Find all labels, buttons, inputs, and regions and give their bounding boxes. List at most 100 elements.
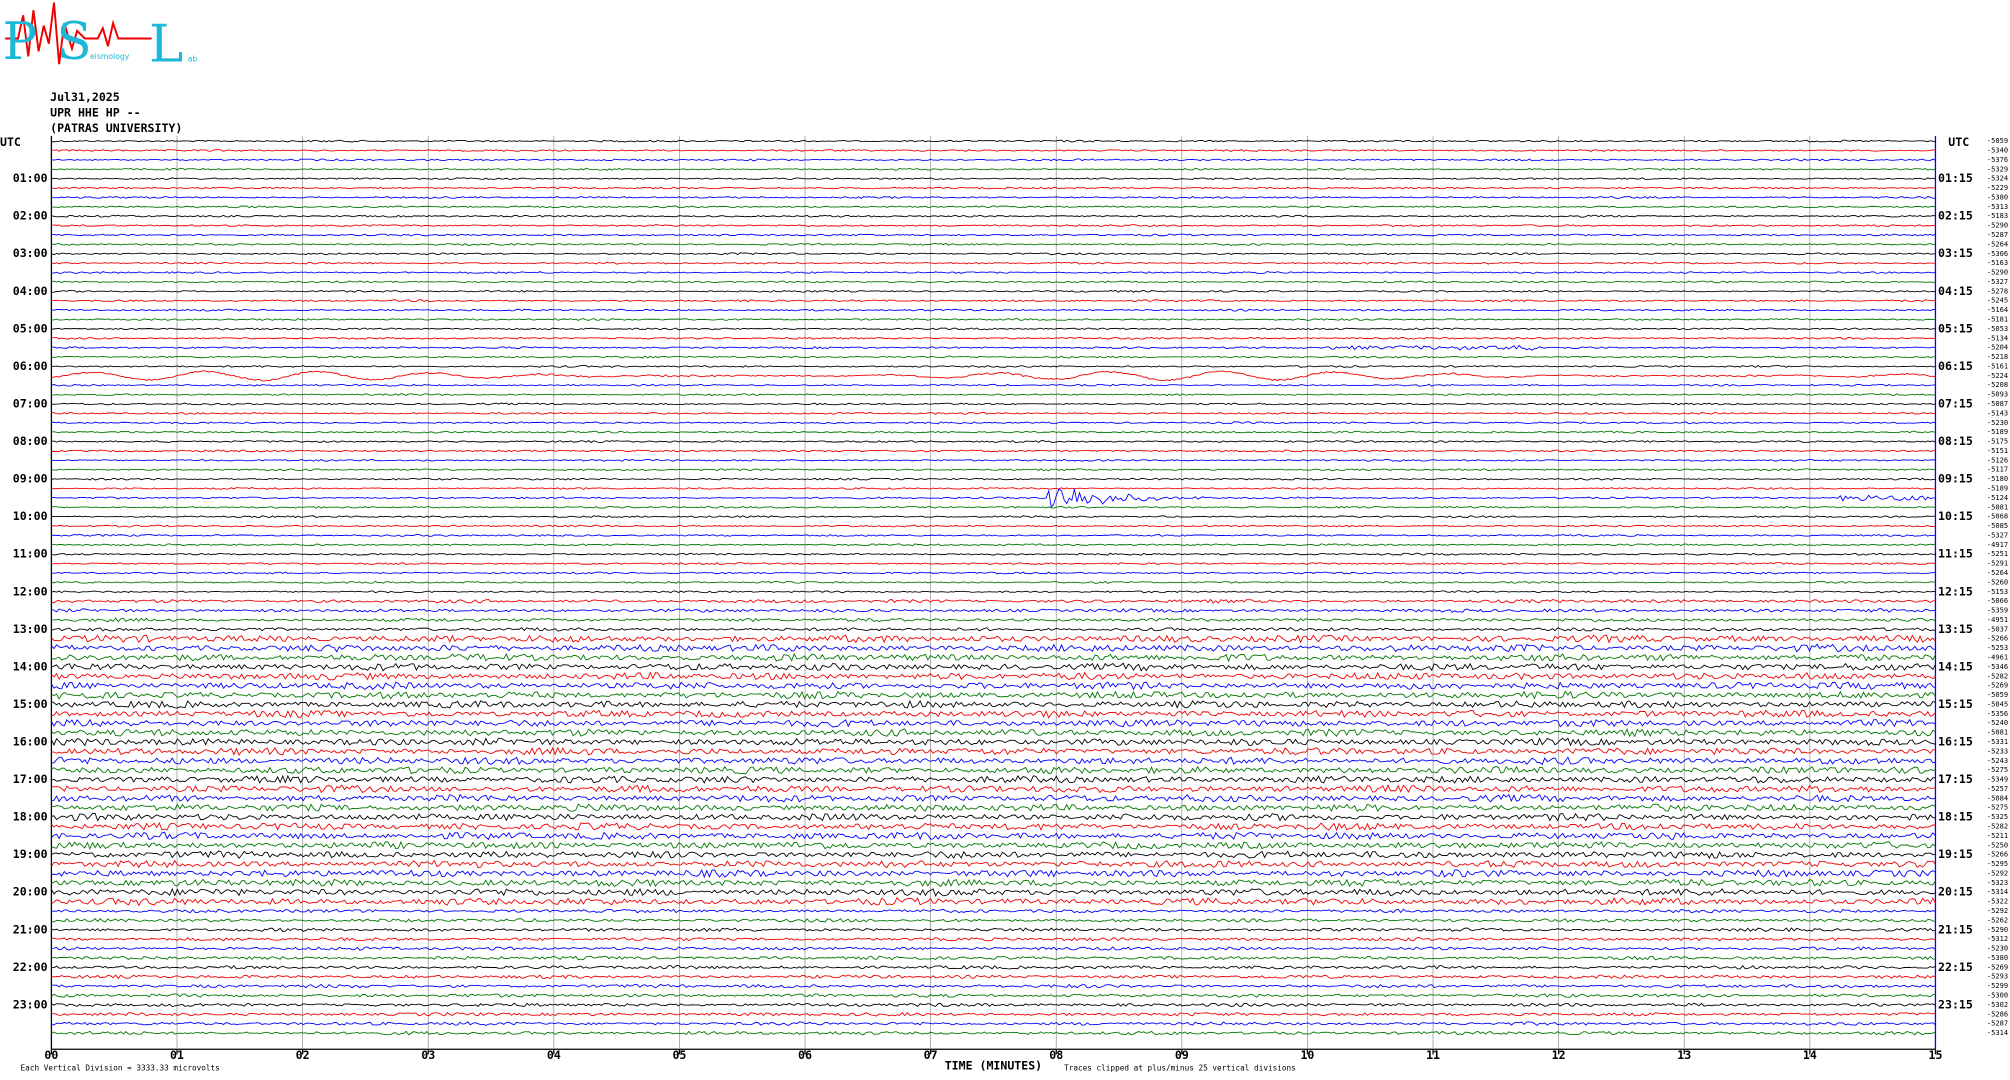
right-time-label: 16:15 [1938, 735, 1973, 749]
trace-offset: -5045 [1987, 699, 2008, 708]
trace [51, 690, 1936, 700]
trace [51, 487, 1936, 490]
trace [51, 859, 1936, 869]
trace-offset: -5349 [1987, 775, 2008, 784]
right-time-label: 05:15 [1938, 321, 1973, 335]
trace [51, 652, 1936, 663]
trace [51, 580, 1936, 584]
trace-offset: -5295 [1987, 859, 2008, 868]
trace [51, 505, 1936, 509]
trace [51, 214, 1936, 218]
trace [51, 552, 1936, 556]
trace [51, 344, 1936, 351]
x-tick-label: 15 [1929, 1048, 1943, 1062]
trace [51, 671, 1936, 681]
trace [51, 177, 1936, 181]
trace-offset: -5153 [1987, 587, 2008, 596]
trace-offset: -5229 [1987, 183, 2008, 192]
trace [51, 917, 1936, 923]
trace [51, 271, 1936, 275]
trace-offset: -5340 [1987, 145, 2008, 154]
traces [51, 139, 1936, 1036]
left-time-label: 23:00 [13, 997, 48, 1011]
trace-offset: -5117 [1987, 465, 2008, 474]
trace [51, 756, 1936, 766]
trace [51, 955, 1936, 961]
x-tick-label: 09 [1175, 1048, 1189, 1062]
x-tick-label: 01 [170, 1048, 184, 1062]
trace [51, 1021, 1936, 1027]
trace-offset: -5356 [1987, 709, 2008, 718]
trace [51, 590, 1936, 594]
trace-offset: -5346 [1987, 662, 2008, 671]
station: UPR HHE HP -- [50, 105, 140, 119]
trace [51, 946, 1936, 951]
right-time-label: 10:15 [1938, 509, 1973, 523]
trace-offset: -5262 [1987, 915, 2008, 924]
trace [51, 840, 1936, 851]
trace [51, 186, 1936, 190]
right-time-label: 21:15 [1938, 922, 1973, 936]
right-time-label: 19:15 [1938, 847, 1973, 861]
trace [51, 784, 1936, 794]
trace [51, 242, 1936, 246]
trace-offset: -5093 [1987, 390, 2008, 399]
left-time-label: 11:00 [13, 547, 48, 561]
grid [50, 135, 1937, 1055]
right-time-label: 17:15 [1938, 772, 1973, 786]
logo-subtext: ab [188, 55, 198, 64]
right-time-label: 11:15 [1938, 547, 1973, 561]
trace-offset: -5325 [1987, 812, 2008, 821]
trace [51, 139, 1936, 143]
trace-offset: -5314 [1987, 1028, 2008, 1037]
trace-offset: -5233 [1987, 746, 2008, 755]
trace [51, 468, 1936, 472]
trace-offset: -5327 [1987, 277, 2008, 286]
trace-offset: -5293 [1987, 972, 2008, 981]
trace-offset: -5266 [1987, 634, 2008, 643]
trace-offset: -5290 [1987, 268, 2008, 277]
trace-offset: -5211 [1987, 831, 2008, 840]
right-time-label: 03:15 [1938, 246, 1973, 260]
trace-offset: -5124 [1987, 493, 2008, 502]
trace-offset: -5053 [1987, 324, 2008, 333]
trace [51, 261, 1936, 265]
trace [51, 430, 1936, 434]
left-time-label: 01:00 [13, 171, 48, 185]
trace-offset: -5208 [1987, 380, 2008, 389]
x-tick-label: 04 [547, 1048, 561, 1062]
left-time-label: 20:00 [13, 885, 48, 899]
date: Jul31,2025 [50, 90, 120, 104]
trace-offset: -5300 [1987, 991, 2008, 1000]
left-time-label: 14:00 [13, 659, 48, 673]
trace [51, 327, 1936, 331]
left-time-label: 07:00 [13, 396, 48, 410]
trace-offset: -5230 [1987, 944, 2008, 953]
trace-offset: -5292 [1987, 868, 2008, 877]
trace [51, 224, 1936, 228]
x-tick-label: 05 [672, 1048, 686, 1062]
trace-offset: -5134 [1987, 333, 2008, 342]
x-tick-label: 03 [421, 1048, 435, 1062]
trace-offset: -5161 [1987, 361, 2008, 370]
trace-offset: -5323 [1987, 878, 2008, 887]
trace [51, 737, 1936, 747]
trace-offset: -5286 [1987, 1009, 2008, 1018]
right-time-label: 01:15 [1938, 171, 1973, 185]
trace-offset: -5314 [1987, 887, 2008, 896]
trace [51, 1030, 1936, 1036]
trace [51, 336, 1936, 340]
right-time-label: 07:15 [1938, 396, 1973, 410]
trace [51, 440, 1936, 444]
right-time-label: 08:15 [1938, 434, 1973, 448]
trace-offset: -5275 [1987, 765, 2008, 774]
trace [51, 533, 1936, 537]
logo-letter: S [57, 12, 92, 72]
trace [51, 411, 1936, 415]
trace [51, 571, 1936, 575]
trace-offset: -5287 [1987, 1019, 2008, 1028]
trace [51, 993, 1936, 998]
institution: (PATRAS UNIVERSITY) [50, 121, 182, 135]
trace-offset: -5066 [1987, 596, 2008, 605]
x-tick-label: 02 [296, 1048, 310, 1062]
